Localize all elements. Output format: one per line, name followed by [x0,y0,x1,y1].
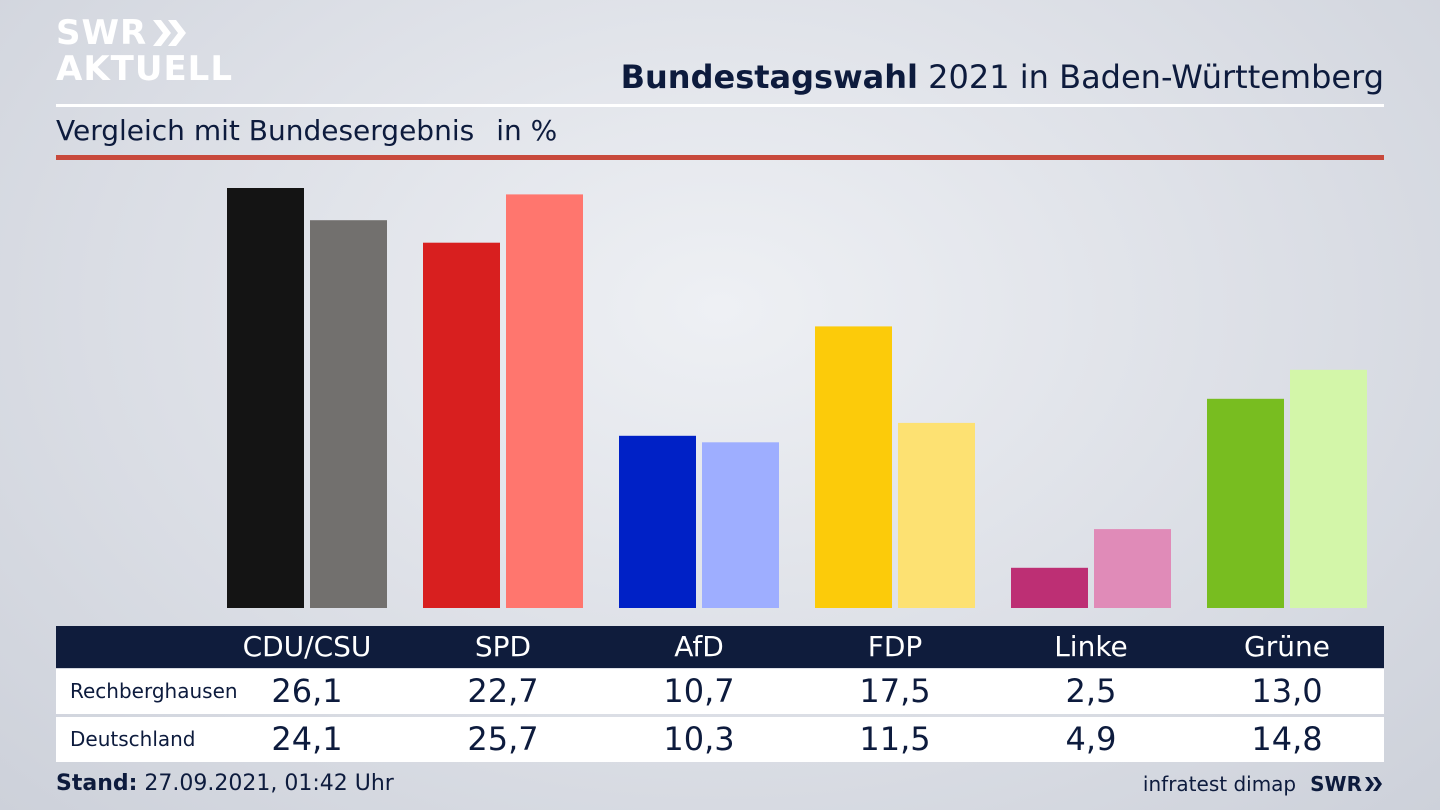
logo-aktuell-text: AKTUELL [56,49,234,89]
value-spd-deutschland: 25,7 [467,720,539,758]
value-cdu-csu-rechberghausen: 26,1 [271,672,343,710]
table-row-rechberghausen: Rechberghausen 26,1 22,7 10,7 17,5 2,5 13,0 [56,669,1384,714]
bar-cdu-csu-rechberghausen [227,188,304,608]
swr-aktuell-logo: SWR AKTUELL [56,16,233,86]
value-linke-rechberghausen: 2,5 [1065,672,1117,710]
page-title: Bundestagswahl 2021 in Baden-Württemberg [621,58,1384,96]
logo-swr-text: SWR [56,13,148,53]
bar-spd-deutschland [506,194,583,608]
double-chevron-small-icon [1365,777,1382,791]
column-header-spd: SPD [474,630,532,663]
stand-value: 27.09.2021, 01:42 Uhr [137,771,394,796]
bar-gr-ne-deutschland [1290,369,1367,608]
value-spd-rechberghausen: 22,7 [467,672,539,710]
column-header-linke: Linke [1054,630,1128,663]
source-label: infratest dimap [1142,772,1297,796]
value-linke-deutschland: 4,9 [1065,720,1117,758]
column-header-afd: AfD [674,630,724,663]
bar-fdp-rechberghausen [815,326,892,608]
chart-subtitle: Vergleich mit Bundesergebnis in % [56,114,557,147]
results-table: CDU/CSU SPD AfD FDP Linke Grüne Rechberghause… [56,626,1384,762]
title-rest: 2021 in Baden-Württemberg [917,58,1384,96]
value-fdp-deutschland: 11,5 [859,720,931,758]
value-afd-deutschland: 10,3 [663,720,735,758]
bar-linke-deutschland [1094,529,1171,608]
table-header-row: CDU/CSU SPD AfD FDP Linke Grüne [56,626,1384,668]
row-label-deutschland: Deutschland [70,727,196,751]
bar-chart [227,188,1367,608]
value-gr-ne-rechberghausen: 13,0 [1251,672,1323,710]
value-fdp-rechberghausen: 17,5 [859,672,931,710]
bar-spd-rechberghausen [423,242,500,608]
timestamp: Stand: 27.09.2021, 01:42 Uhr [56,771,394,796]
bar-afd-deutschland [702,442,779,608]
swr-footer-text: SWR [1310,772,1362,796]
column-header-cdu-csu: CDU/CSU [242,630,372,663]
column-header-fdp: FDP [867,630,923,663]
title-divider [56,104,1384,107]
row-label-rechberghausen: Rechberghausen [70,679,238,703]
value-gr-ne-deutschland: 14,8 [1251,720,1323,758]
double-chevron-icon [153,20,187,46]
footer-source: infratest dimap SWR [1143,772,1384,796]
unit-label: in % [496,114,558,147]
subtitle-divider [56,155,1384,160]
bar-linke-rechberghausen [1011,567,1088,608]
table-row-deutschland: Deutschland 24,1 25,7 10,3 11,5 4,9 14,8 [56,717,1384,762]
title-bold: Bundestagswahl [620,58,918,96]
subtitle-text: Vergleich mit Bundesergebnis [56,114,475,147]
bar-cdu-csu-deutschland [310,220,387,608]
value-cdu-csu-deutschland: 24,1 [271,720,343,758]
value-afd-rechberghausen: 10,7 [663,672,735,710]
bar-fdp-deutschland [898,422,975,608]
column-header-gr-ne: Grüne [1244,630,1330,663]
bar-gr-ne-rechberghausen [1207,398,1284,608]
swr-footer-logo: SWR [1310,772,1384,796]
bar-afd-rechberghausen [619,435,696,608]
stand-label: Stand: [56,771,138,796]
